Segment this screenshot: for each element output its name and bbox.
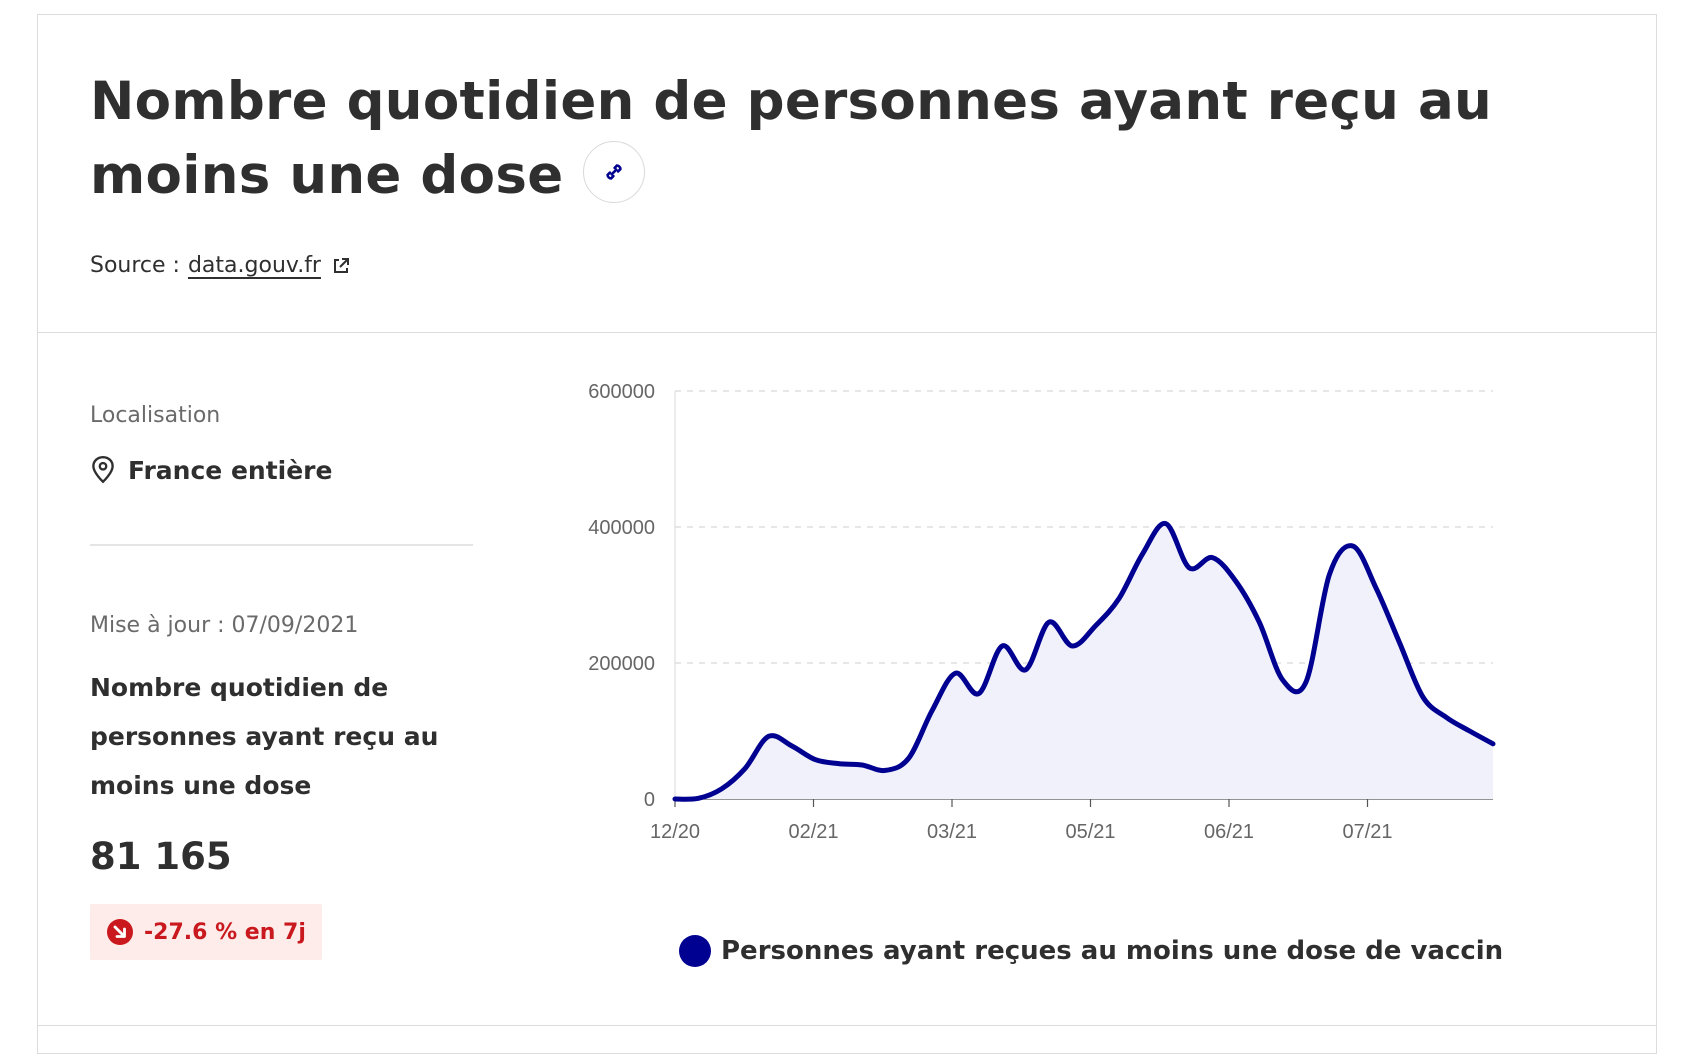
location-row: France entière [90,455,332,485]
external-link-icon [333,257,349,273]
update-date: Mise à jour : 07/09/2021 [90,613,359,638]
y-tick-label: 200000 [588,653,655,675]
copy-link-button[interactable] [583,141,646,204]
y-tick-label: 400000 [588,517,655,539]
x-tick-label: 03/21 [927,821,977,843]
trend-badge: -27.6 % en 7j [90,904,322,960]
legend-series-label: Personnes ayant reçues au moins une dose… [721,936,1504,966]
trend-text: -27.6 % en 7j [144,919,306,945]
source-line: Source : data.gouv.fr [90,253,351,278]
source-link-text: data.gouv.fr [187,253,321,278]
series-area-fill [675,523,1493,800]
vaccination-chart: 0 200000 400000 600000 12/20 02/21 03/21 05/21 0… [588,381,1496,843]
location-pin-icon [92,455,114,484]
legend-series-dot [679,935,711,967]
arrow-down-right-icon [107,919,133,945]
card-bottom-divider [38,1025,1656,1026]
source-label: Source : [90,253,180,278]
side-divider [90,544,473,546]
x-tick-label: 12/20 [650,821,700,843]
metric-title: Nombre quotidien de personnes ayant reçu… [90,673,439,800]
x-tick-label: 02/21 [788,821,838,843]
page-title: Nombre quotidien de personnes ayant reçu… [90,65,1560,213]
x-tick-label: 07/21 [1342,821,1392,843]
y-tick-label: 0 [644,789,655,811]
chart-card: Nombre quotidien de personnes ayant reçu… [37,14,1657,1054]
series-line [672,521,1496,802]
link-icon [606,164,623,181]
page-title-text: Nombre quotidien de personnes ayant reçu… [90,71,1493,206]
metric-value: 81 165 [90,835,232,878]
card-header: Nombre quotidien de personnes ayant reçu… [38,15,1656,333]
chart-legend: Personnes ayant reçues au moins une dose… [679,935,1503,967]
source-link[interactable]: data.gouv.fr [188,253,351,278]
location-label: Localisation [90,403,221,428]
y-tick-label: 600000 [588,381,655,403]
location-value: France entière [128,455,333,485]
x-tick-label: 06/21 [1204,821,1254,843]
x-tick-label: 05/21 [1065,821,1115,843]
